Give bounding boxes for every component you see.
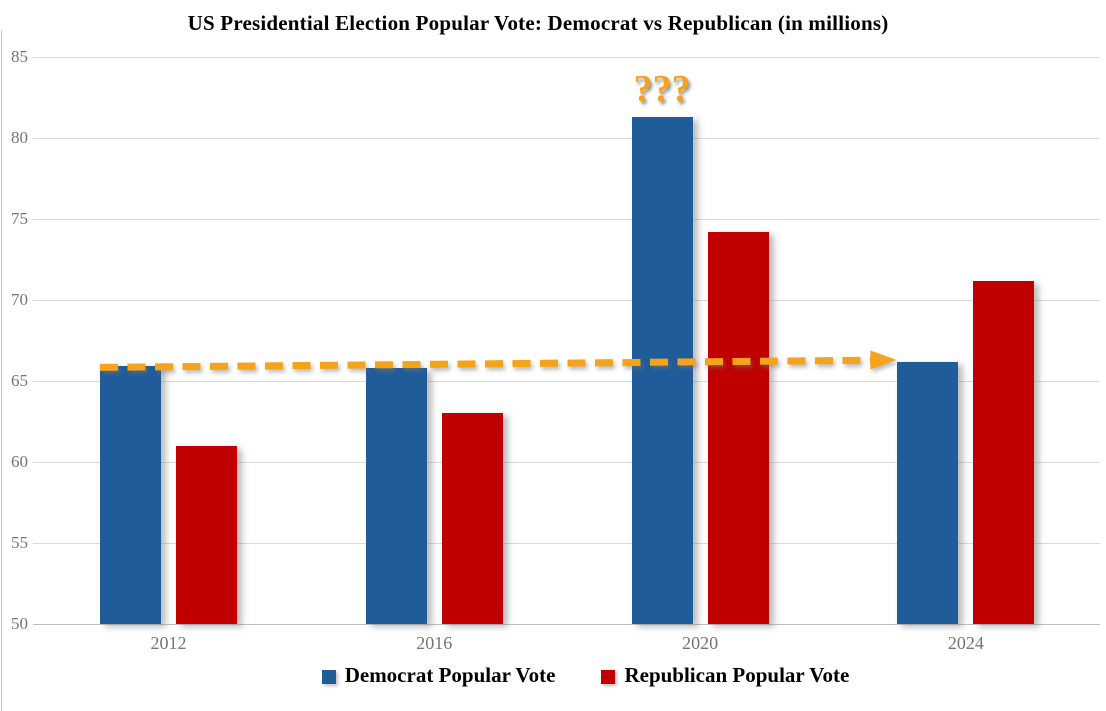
legend: Democrat Popular Vote Republican Popular … bbox=[65, 663, 1106, 688]
legend-label: Democrat Popular Vote bbox=[344, 663, 556, 687]
gridline bbox=[33, 543, 1100, 544]
gridline bbox=[33, 381, 1100, 382]
legend-swatch-republican-popular-vote bbox=[601, 669, 616, 684]
bar-republican-popular-vote-2024 bbox=[973, 280, 1035, 624]
bar-democrat-popular-vote-2012 bbox=[100, 366, 161, 624]
gridline bbox=[33, 300, 1100, 301]
x-tick-label: 2016 bbox=[416, 633, 453, 653]
bar-democrat-popular-vote-2016 bbox=[365, 368, 427, 624]
gridline bbox=[33, 219, 1100, 220]
legend-item-republican-popular-vote: Republican Popular Vote bbox=[601, 663, 849, 688]
question-marks-annotation: ??? bbox=[633, 67, 691, 110]
bar-democrat-popular-vote-2020 bbox=[631, 116, 693, 624]
gridline bbox=[33, 57, 1100, 58]
bar-republican-popular-vote-2016 bbox=[441, 413, 503, 624]
gridline bbox=[33, 462, 1100, 463]
legend-item-democrat-popular-vote: Democrat Popular Vote bbox=[321, 663, 556, 688]
x-tick-label: 2024 bbox=[947, 633, 984, 653]
y-tick-label: 80 bbox=[11, 128, 28, 147]
x-tick-label: 2020 bbox=[682, 633, 719, 653]
arrowhead-icon bbox=[870, 350, 897, 370]
legend-swatch-democrat-popular-vote bbox=[321, 669, 336, 684]
y-tick-label: 65 bbox=[11, 371, 28, 390]
chart-title: US Presidential Election Popular Vote: D… bbox=[187, 11, 889, 35]
bar-democrat-popular-vote-2024 bbox=[897, 361, 959, 624]
y-tick-label: 60 bbox=[11, 452, 28, 471]
bar-republican-popular-vote-2020 bbox=[707, 231, 769, 624]
y-tick-label: 70 bbox=[11, 290, 28, 309]
bar-republican-popular-vote-2012 bbox=[176, 445, 237, 624]
x-tick-label: 2012 bbox=[150, 633, 187, 653]
legend-label: Republican Popular Vote bbox=[624, 663, 850, 687]
y-tick-label: 50 bbox=[11, 614, 28, 633]
y-tick-label: 85 bbox=[11, 47, 28, 66]
y-tick-label: 75 bbox=[11, 209, 28, 228]
left-edge-axis-line bbox=[1, 30, 2, 711]
x-axis-line bbox=[33, 624, 1100, 625]
gridline bbox=[33, 138, 1100, 139]
y-tick-label: 55 bbox=[11, 533, 28, 552]
